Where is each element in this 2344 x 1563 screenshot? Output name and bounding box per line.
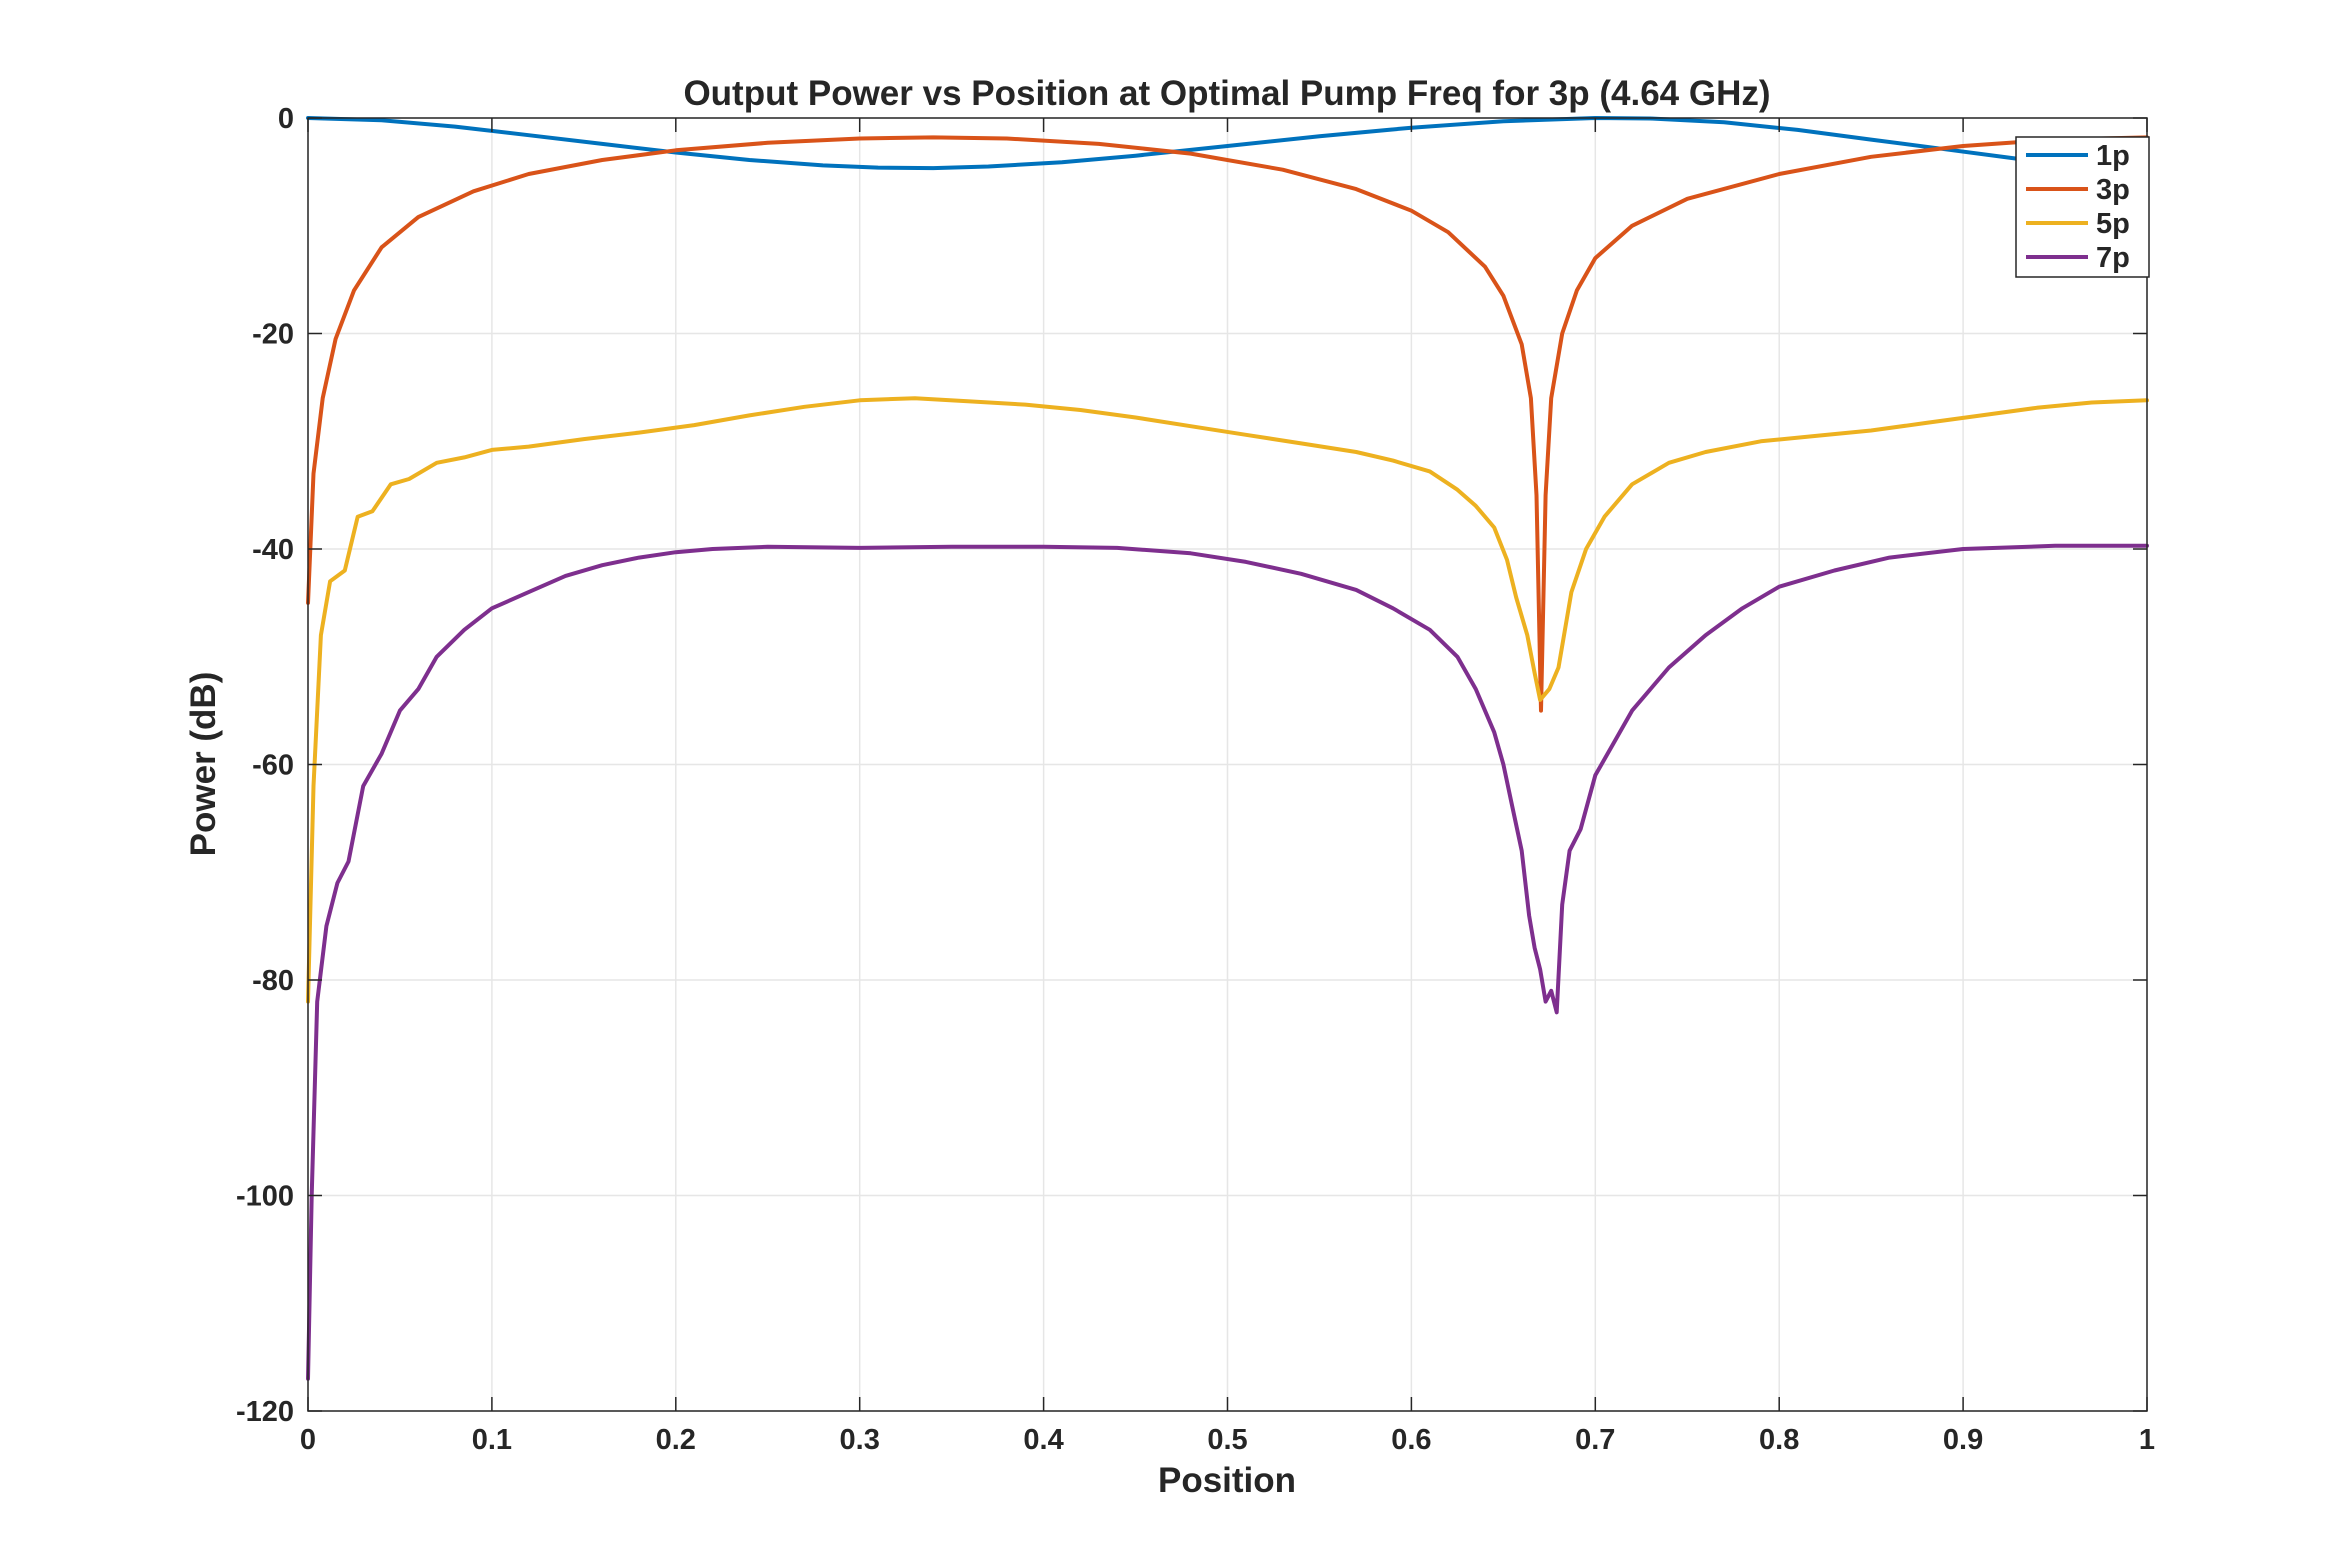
legend-label-3p: 3p [2096,174,2130,206]
series-line-7p [306,543,2149,1381]
y-tick-label: 0 [278,103,294,135]
chart-title: Output Power vs Position at Optimal Pump… [683,74,1770,113]
y-tick-label: -60 [252,750,294,782]
x-tick-label: 0.9 [1943,1424,1983,1456]
series-lines [306,116,2149,1381]
x-tick-label: 0.2 [656,1424,696,1456]
ticks [307,117,2148,1412]
x-tick-label: 0.8 [1759,1424,1799,1456]
y-axis-label: Power (dB) [184,672,223,857]
y-tick-label: -100 [236,1181,294,1213]
x-tick-label: 0.4 [1023,1424,1063,1456]
x-tick-label: 0.6 [1391,1424,1431,1456]
x-tick-label: 0 [300,1424,316,1456]
y-tick-label: -80 [252,965,294,997]
legend-label-7p: 7p [2096,242,2130,274]
series-line-3p [306,135,2149,713]
y-tick-label: -120 [236,1396,294,1428]
y-tick-labels: 0 -20 -40 -60 -80 -100 -120 [236,103,294,1428]
legend-box [2015,136,2150,278]
x-tick-labels: 0 0.1 0.2 0.3 0.4 0.5 0.6 0.7 0.8 0.9 1 [300,1424,2155,1456]
x-tick-label: 1 [2139,1424,2155,1456]
x-tick-label: 0.3 [840,1424,880,1456]
legend-label-5p: 5p [2096,208,2130,240]
x-axis-label: Position [1158,1461,1296,1500]
y-tick-label: -40 [252,534,294,566]
series-line-5p [306,396,2149,1004]
y-tick-label: -20 [252,319,294,351]
legend-label-1p: 1p [2096,140,2130,172]
x-tick-label: 0.5 [1207,1424,1247,1456]
x-tick-label: 0.1 [472,1424,512,1456]
x-tick-label: 0.7 [1575,1424,1615,1456]
